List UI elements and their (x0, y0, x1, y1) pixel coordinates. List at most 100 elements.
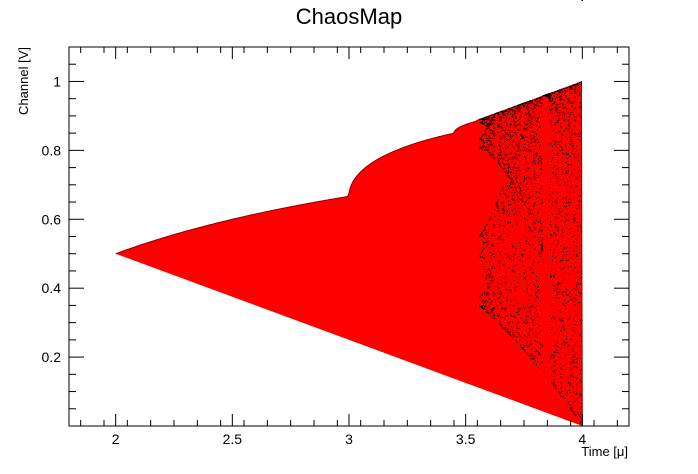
data-point (515, 174, 517, 176)
data-point (504, 210, 506, 212)
data-point (532, 357, 534, 359)
data-point (531, 141, 533, 143)
data-point (579, 382, 581, 384)
data-point (551, 146, 553, 148)
data-point (566, 233, 568, 234)
data-point (515, 332, 517, 334)
data-point (576, 185, 578, 187)
data-point (565, 127, 567, 129)
data-point (539, 127, 541, 129)
x-tick-label: 4 (578, 431, 586, 447)
data-point (535, 306, 537, 308)
data-point (491, 213, 493, 215)
data-point (506, 172, 508, 174)
data-point (502, 212, 504, 214)
data-point (559, 97, 561, 99)
data-point (509, 204, 511, 206)
data-point (565, 95, 567, 97)
data-point (564, 230, 566, 232)
data-point (554, 108, 556, 109)
data-point (540, 173, 542, 175)
data-point (492, 312, 494, 314)
data-point (573, 133, 575, 135)
data-point (525, 101, 527, 103)
data-point (539, 156, 541, 158)
data-point (554, 107, 556, 109)
data-point (579, 102, 581, 104)
data-point (486, 117, 488, 119)
data-point (488, 268, 490, 270)
data-point (526, 335, 528, 337)
data-point (503, 148, 505, 150)
data-point (565, 291, 567, 293)
data-point (512, 118, 514, 120)
data-point (512, 334, 514, 336)
data-point (554, 140, 556, 142)
data-point (511, 151, 513, 153)
data-point (489, 261, 491, 263)
data-point (504, 114, 506, 116)
data-point (527, 230, 529, 232)
data-point (537, 182, 539, 184)
data-point (500, 118, 502, 120)
data-point (527, 226, 529, 228)
data-point (493, 130, 495, 132)
data-point (482, 144, 484, 146)
data-point (543, 95, 545, 97)
data-point (551, 370, 553, 372)
data-point (516, 311, 518, 313)
data-point (563, 202, 565, 204)
data-point (498, 313, 500, 315)
data-point (480, 305, 482, 307)
data-point (575, 205, 577, 207)
data-point (528, 207, 530, 209)
data-point (502, 187, 504, 189)
data-point (495, 204, 497, 206)
data-point (523, 273, 525, 275)
data-point (527, 112, 529, 114)
data-point (508, 176, 510, 178)
data-point (482, 141, 484, 143)
data-point (522, 348, 524, 350)
data-point (494, 114, 496, 116)
data-point (537, 152, 539, 154)
data-point (577, 89, 579, 91)
data-point (535, 222, 537, 224)
data-point (531, 127, 533, 129)
data-point (514, 317, 516, 319)
x-tick-label: 3.5 (456, 431, 476, 447)
data-point (520, 108, 522, 110)
data-point (579, 267, 581, 269)
data-point (579, 175, 581, 177)
data-point (518, 185, 520, 187)
data-point (557, 292, 559, 294)
data-point (565, 197, 567, 199)
data-point (529, 250, 531, 252)
data-point (505, 115, 507, 117)
data-point (506, 213, 508, 215)
data-point (549, 198, 551, 200)
data-point (532, 190, 534, 192)
data-point (574, 90, 576, 92)
data-point (579, 379, 581, 381)
data-point (539, 255, 541, 257)
data-point (483, 292, 485, 294)
data-point (487, 124, 489, 126)
data-point (570, 395, 572, 397)
data-point (535, 247, 537, 249)
data-point (533, 284, 535, 286)
data-point (535, 154, 537, 156)
data-point (535, 333, 537, 335)
data-point (529, 213, 531, 214)
data-point (507, 164, 509, 166)
data-point (551, 97, 553, 99)
data-point (482, 119, 484, 121)
data-point (558, 391, 560, 393)
data-point (490, 272, 492, 274)
data-point (578, 139, 580, 141)
data-point (578, 292, 580, 294)
data-point (489, 128, 491, 130)
data-point (537, 251, 539, 253)
data-point (488, 312, 490, 314)
data-point (529, 211, 531, 213)
